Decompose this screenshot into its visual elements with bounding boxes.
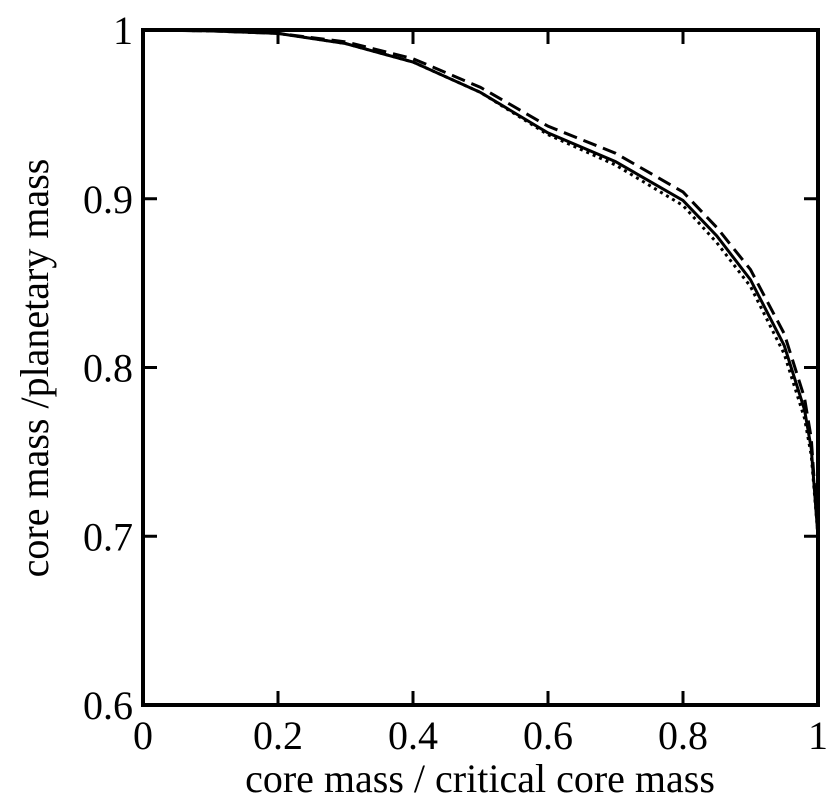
- x-tick-label: 0.6: [523, 713, 573, 758]
- x-tick-label: 0.2: [253, 713, 303, 758]
- y-tick-label: 0.7: [83, 514, 133, 559]
- x-tick-label: 0.8: [658, 713, 708, 758]
- x-tick-label: 0.4: [388, 713, 438, 758]
- x-tick-label: 0: [133, 713, 153, 758]
- y-tick-label: 0.6: [83, 683, 133, 728]
- x-tick-label: 1: [808, 713, 828, 758]
- series-line: [142, 28, 820, 537]
- y-tick-label: 1: [113, 8, 133, 53]
- y-tick-label: 0.9: [83, 177, 133, 222]
- series-line: [142, 28, 820, 537]
- y-tick-label: 0.8: [83, 346, 133, 391]
- x-axis-label: core mass / critical core mass: [245, 756, 715, 801]
- series-line: [142, 28, 820, 537]
- y-axis-label: core mass /planetary mass: [12, 159, 57, 578]
- plot-frame: [141, 28, 820, 707]
